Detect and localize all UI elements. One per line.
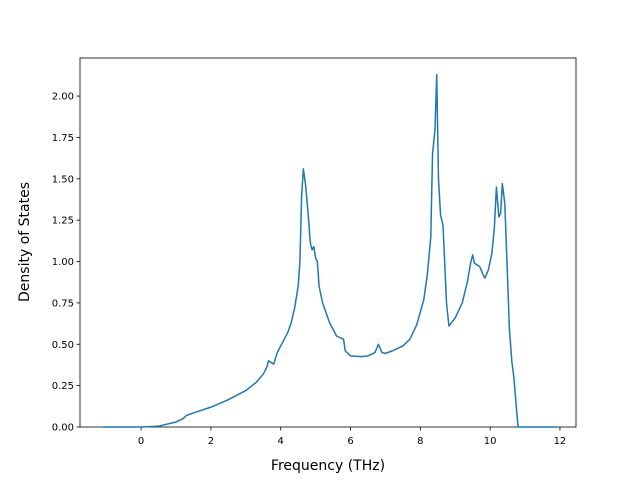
plot-frame bbox=[79, 57, 577, 428]
x-tick-label: 12 bbox=[554, 436, 567, 447]
x-tick-label: 0 bbox=[138, 436, 144, 447]
y-tick-label: 0.75 bbox=[52, 298, 74, 309]
y-axis-label: Density of States bbox=[17, 182, 33, 302]
y-tick-label: 1.75 bbox=[52, 133, 74, 144]
y-tick-label: 0.25 bbox=[52, 381, 74, 392]
y-tick-label: 1.00 bbox=[52, 257, 74, 268]
x-tick-label: 8 bbox=[417, 436, 423, 447]
line bbox=[102, 73, 557, 428]
x-tick-label: 2 bbox=[208, 436, 214, 447]
y-tick-label: 1.25 bbox=[52, 216, 74, 227]
y-tick-label: 0.00 bbox=[52, 423, 74, 434]
y-tick-label: 2.00 bbox=[52, 92, 74, 103]
x-tick-label: 6 bbox=[347, 436, 353, 447]
x-tick-label: 4 bbox=[278, 436, 284, 447]
x-axis-label: Frequency (THz) bbox=[271, 458, 385, 474]
y-tick-label: 0.50 bbox=[52, 340, 74, 351]
x-tick-label: 10 bbox=[484, 436, 497, 447]
y-tick-label: 1.50 bbox=[52, 174, 74, 185]
